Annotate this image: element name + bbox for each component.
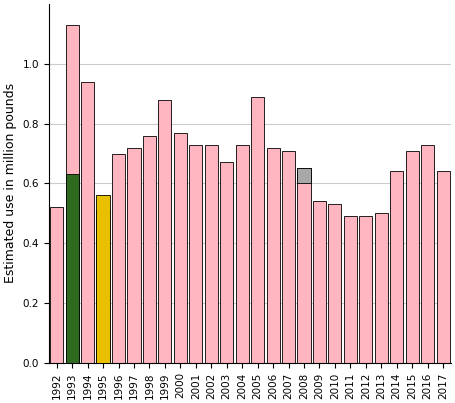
Bar: [298, 168, 311, 363]
Bar: [66, 174, 79, 363]
Bar: [81, 82, 94, 363]
Bar: [390, 171, 403, 363]
Bar: [421, 145, 434, 363]
Bar: [205, 145, 218, 363]
Bar: [298, 168, 311, 183]
Bar: [143, 135, 156, 363]
Bar: [158, 100, 172, 363]
Bar: [267, 147, 280, 363]
Bar: [359, 216, 372, 363]
Bar: [220, 162, 233, 363]
Bar: [251, 97, 264, 363]
Bar: [96, 195, 110, 363]
Bar: [329, 204, 341, 363]
Bar: [174, 133, 187, 363]
Bar: [50, 207, 63, 363]
Bar: [112, 154, 125, 363]
Bar: [189, 145, 202, 363]
Bar: [313, 202, 326, 363]
Bar: [436, 171, 450, 363]
Bar: [66, 25, 79, 363]
Bar: [236, 145, 249, 363]
Bar: [282, 151, 295, 363]
Bar: [96, 210, 110, 363]
Bar: [405, 151, 419, 363]
Bar: [127, 147, 141, 363]
Y-axis label: Estimated use in million pounds: Estimated use in million pounds: [4, 83, 17, 283]
Bar: [375, 213, 388, 363]
Bar: [344, 216, 357, 363]
